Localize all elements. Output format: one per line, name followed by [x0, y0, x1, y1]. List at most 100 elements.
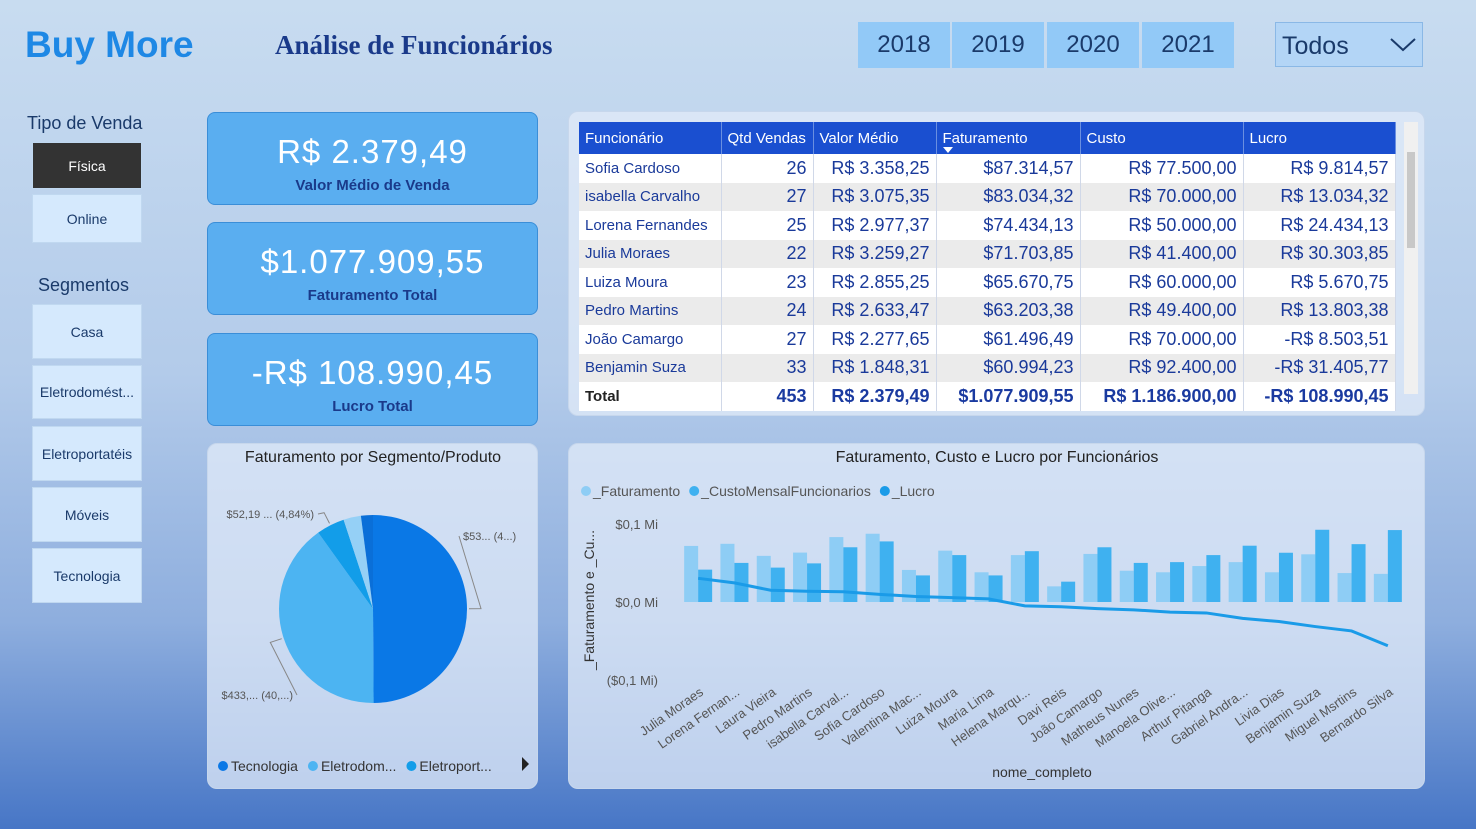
table-row: Pedro Martins 24 R$ 2.633,47 $63.203,38 R$ 4…	[579, 296, 1396, 325]
legend-next	[522, 757, 529, 771]
kpi-value: $1.077.909,55	[260, 243, 485, 280]
bar	[793, 552, 808, 602]
table-cell: R$ 92.400,00	[1080, 353, 1244, 382]
total-cell: $1.077.909,55	[936, 382, 1081, 411]
chevron	[1390, 38, 1416, 52]
table-cell: R$ 2.977,37	[813, 211, 937, 240]
dropdown[interactable]: Todos	[1275, 22, 1423, 67]
table-cell: $87.314,57	[936, 154, 1081, 183]
kpi-card: -R$ 108.990,45 Lucro Total	[207, 333, 538, 426]
year-button[interactable]: 2018	[858, 22, 950, 68]
table-cell: João Camargo	[579, 325, 722, 354]
slicer-item[interactable]: Móveis	[32, 487, 142, 542]
table-cell: 27	[721, 325, 814, 354]
table-cell: R$ 3.075,35	[813, 182, 937, 211]
bar	[1133, 562, 1148, 602]
table-cell: R$ 3.259,27	[813, 239, 937, 268]
legend-label: _Lucro	[891, 483, 935, 499]
pie-slice	[343, 515, 373, 609]
bar	[952, 555, 967, 602]
legend-label: _Faturamento	[592, 483, 680, 499]
legend-marker	[879, 486, 890, 496]
bar	[1228, 562, 1243, 602]
table-cell: $71.703,85	[936, 239, 1081, 268]
slicer-item[interactable]: Casa	[32, 304, 142, 359]
kpi-value: -R$ 108.990,45	[251, 354, 494, 391]
table-cell: R$ 60.000,00	[1080, 268, 1244, 297]
bar	[770, 567, 785, 602]
table-cell: Julia Moraes	[579, 239, 722, 268]
bar	[1061, 581, 1076, 602]
bar	[843, 547, 858, 602]
bar	[1083, 553, 1098, 602]
table-cell: 24	[721, 296, 814, 325]
table-cell: R$ 1.848,31	[813, 353, 937, 382]
bar	[938, 550, 953, 602]
bar	[1206, 555, 1221, 602]
table-cell: -R$ 8.503,51	[1243, 325, 1396, 354]
x-axis-title: nome_completo	[992, 764, 1092, 780]
table-cell: -R$ 31.405,77	[1243, 353, 1396, 382]
y-tick-label: $0,1 Mi	[615, 517, 658, 532]
bar	[720, 543, 735, 602]
y-tick-label: $0,0 Mi	[615, 595, 658, 610]
scroll-thumb[interactable]	[1407, 152, 1415, 248]
slicer-item[interactable]: Física	[32, 142, 142, 189]
dropdown-value: Todos	[1282, 32, 1349, 60]
table-row: Julia Moraes 22 R$ 3.259,27 $71.703,85 R$ 41…	[579, 239, 1396, 268]
kpi-value: R$ 2.379,49	[277, 133, 468, 170]
bar	[1301, 554, 1316, 602]
bar	[1264, 572, 1279, 602]
column-header[interactable]: Funcionário	[579, 122, 722, 154]
table-row: Benjamin Suza 33 R$ 1.848,31 $60.994,23 R$ 9…	[579, 353, 1396, 382]
bar	[1373, 573, 1388, 602]
bar	[1387, 530, 1402, 602]
table-cell: $63.203,38	[936, 296, 1081, 325]
column-header[interactable]: Valor Médio	[813, 122, 937, 154]
table-cell: $61.496,49	[936, 325, 1081, 354]
table-total: Total 453 R$ 2.379,49 $1.077.909,55 R$ 1.186…	[579, 382, 1396, 411]
column-header[interactable]: Faturamento	[936, 122, 1081, 154]
legend-label: Tecnologia	[231, 758, 298, 774]
slicer-item[interactable]: Eletroportatéis	[32, 426, 142, 481]
slicer-item[interactable]: Tecnologia	[32, 548, 142, 603]
table-cell: R$ 2.855,25	[813, 268, 937, 297]
table-cell: R$ 9.814,57	[1243, 154, 1396, 183]
legend-label: Eletroport...	[419, 758, 491, 774]
bar	[1315, 529, 1330, 602]
slicer-item[interactable]: Eletrodomést...	[32, 365, 142, 419]
legend-marker	[581, 486, 591, 496]
table-cell: isabella Carvalho	[579, 182, 722, 211]
bar	[901, 569, 916, 602]
table-cell: 25	[721, 211, 814, 240]
table-cell: 26	[721, 154, 814, 183]
table-cell: R$ 13.803,38	[1243, 296, 1396, 325]
slicer-title: Segmentos	[38, 275, 130, 295]
year-button[interactable]: 2021	[1142, 22, 1234, 68]
pie-slice	[318, 519, 373, 609]
bar	[1156, 572, 1171, 602]
kpi-label: Lucro Total	[332, 398, 413, 415]
bar	[1024, 551, 1039, 602]
total-cell: R$ 2.379,49	[813, 382, 937, 411]
bar	[807, 563, 822, 602]
slicer-title: Tipo de Venda	[27, 113, 143, 133]
scrollbar[interactable]	[1404, 122, 1418, 394]
table-cell: R$ 2.633,47	[813, 296, 937, 325]
year-button[interactable]: 2019	[952, 22, 1044, 68]
column-header[interactable]: Custo	[1080, 122, 1244, 154]
slicer-item[interactable]: Online	[32, 194, 142, 243]
column-header[interactable]: Lucro	[1243, 122, 1396, 154]
data-label: $53... (4...)	[463, 531, 516, 543]
table-cell: R$ 2.277,65	[813, 325, 937, 354]
table-cell: R$ 49.400,00	[1080, 296, 1244, 325]
table-row: Sofia Cardoso 26 R$ 3.358,25 $87.314,57 R$ 7…	[579, 154, 1396, 183]
table-cell: 22	[721, 239, 814, 268]
column-header[interactable]: Qtd Vendas	[721, 122, 814, 154]
bar	[684, 545, 699, 602]
year-button[interactable]: 2020	[1047, 22, 1139, 68]
bar	[1337, 573, 1352, 602]
table-cell: 33	[721, 353, 814, 382]
